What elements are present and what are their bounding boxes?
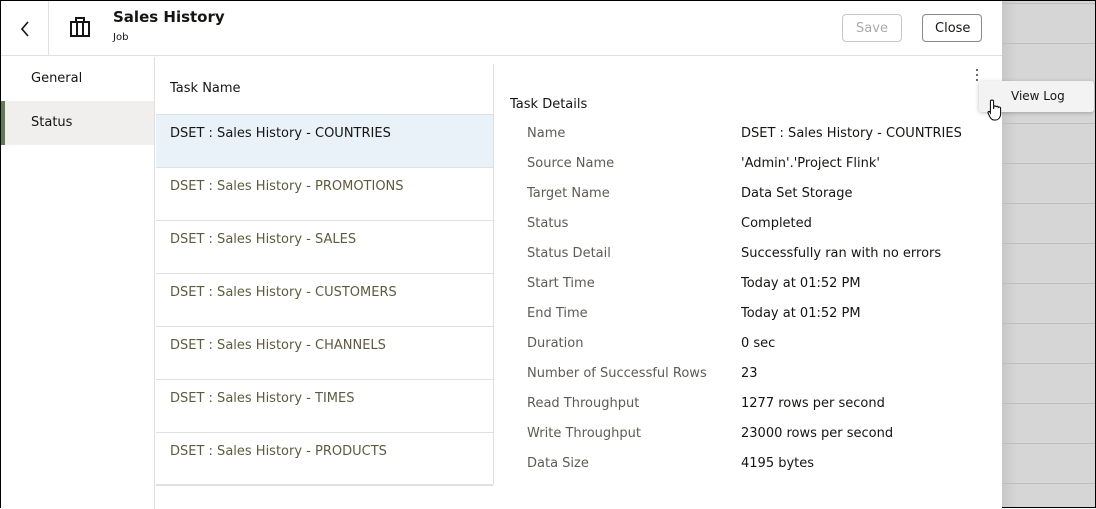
job-panel: Sales History Job Save Close General Sta…: [1, 1, 1002, 509]
task-row[interactable]: DSET : Sales History - CUSTOMERS: [156, 274, 493, 327]
detail-label: Number of Successful Rows: [527, 366, 707, 381]
detail-value: Completed: [741, 216, 812, 231]
task-row[interactable]: DSET : Sales History - COUNTRIES: [156, 115, 493, 168]
task-list: Task Name DSET : Sales History - COUNTRI…: [156, 64, 494, 486]
task-row[interactable]: DSET : Sales History - SALES: [156, 221, 493, 274]
sidebar: General Status: [1, 57, 155, 509]
detail-row: Data Size 4195 bytes: [510, 456, 990, 486]
background-row-divider: [1002, 403, 1095, 404]
background-row-divider: [1002, 43, 1095, 44]
header: Sales History Job Save Close: [1, 1, 1002, 56]
detail-value: 'Admin'.'Project Flink': [741, 156, 880, 171]
background-row-divider: [1002, 243, 1095, 244]
detail-label: Target Name: [527, 186, 610, 201]
detail-label: Source Name: [527, 156, 615, 171]
detail-value: Successfully ran with no errors: [741, 246, 942, 261]
background-row-divider: [1002, 3, 1095, 4]
detail-label: Read Throughput: [527, 396, 640, 411]
detail-row: Number of Successful Rows 23: [510, 366, 990, 396]
page-title: Sales History: [113, 8, 225, 26]
hand-cursor-icon: [987, 99, 1002, 121]
detail-label: End Time: [527, 306, 588, 321]
more-options-icon[interactable]: [973, 69, 981, 85]
background-page: [1002, 1, 1095, 507]
detail-value: 0 sec: [741, 336, 776, 351]
chevron-left-icon: [20, 20, 29, 37]
detail-row: Source Name 'Admin'.'Project Flink': [510, 156, 990, 186]
background-row-divider: [1002, 123, 1095, 124]
background-row-divider: [1002, 363, 1095, 364]
background-row-divider: [1002, 443, 1095, 444]
background-row-divider: [1002, 203, 1095, 204]
save-button[interactable]: Save: [842, 14, 902, 42]
detail-value: DSET : Sales History - COUNTRIES: [741, 126, 962, 141]
task-row[interactable]: DSET : Sales History - PROMOTIONS: [156, 168, 493, 221]
background-row-divider: [1002, 323, 1095, 324]
detail-value: 1277 rows per second: [741, 396, 885, 411]
detail-label: Status Detail: [527, 246, 611, 261]
detail-label: Write Throughput: [527, 426, 641, 441]
background-row-divider: [1002, 163, 1095, 164]
detail-row: Status Completed: [510, 216, 990, 246]
detail-row: Duration 0 sec: [510, 336, 990, 366]
detail-row: Read Throughput 1277 rows per second: [510, 396, 990, 426]
task-row[interactable]: DSET : Sales History - TIMES: [156, 380, 493, 433]
detail-row: Status Detail Successfully ran with no er…: [510, 246, 990, 276]
task-details: Task Details Name DSET : Sales History - …: [510, 97, 990, 486]
close-button[interactable]: Close: [922, 14, 982, 42]
background-row-divider: [1002, 283, 1095, 284]
detail-row: Name DSET : Sales History - COUNTRIES: [510, 126, 990, 156]
task-row[interactable]: DSET : Sales History - CHANNELS: [156, 327, 493, 380]
detail-value: 23: [741, 366, 758, 381]
detail-label: Start Time: [527, 276, 595, 291]
detail-value: Today at 01:52 PM: [741, 306, 861, 321]
detail-label: Data Size: [527, 456, 589, 471]
sidebar-item-general[interactable]: General: [31, 71, 83, 86]
detail-row: Start Time Today at 01:52 PM: [510, 276, 990, 306]
back-button[interactable]: [1, 1, 49, 56]
background-row-divider: [1002, 483, 1095, 484]
detail-label: Status: [527, 216, 569, 231]
page-subtitle: Job: [113, 32, 129, 43]
briefcase-icon: [70, 17, 90, 37]
detail-value: 4195 bytes: [741, 456, 815, 471]
task-row[interactable]: DSET : Sales History - PRODUCTS: [156, 433, 493, 486]
task-list-header: Task Name: [156, 64, 493, 115]
sidebar-item-status[interactable]: Status: [1, 101, 154, 145]
detail-label: Duration: [527, 336, 584, 351]
detail-value: Data Set Storage: [741, 186, 853, 201]
detail-row: End Time Today at 01:52 PM: [510, 306, 990, 336]
detail-value: Today at 01:52 PM: [741, 276, 861, 291]
detail-row: Target Name Data Set Storage: [510, 186, 990, 216]
detail-value: 23000 rows per second: [741, 426, 894, 441]
task-details-title: Task Details: [510, 97, 588, 112]
detail-row: Write Throughput 23000 rows per second: [510, 426, 990, 456]
detail-label: Name: [527, 126, 566, 141]
